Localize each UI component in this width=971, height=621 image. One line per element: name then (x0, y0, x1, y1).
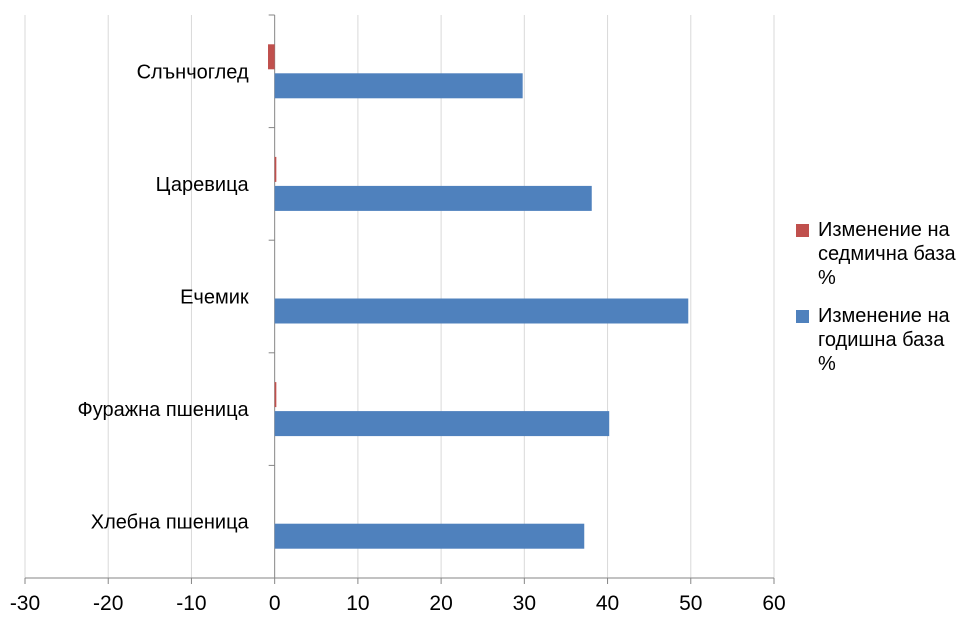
x-tick-label-7: 40 (596, 592, 619, 615)
legend-label-yearly-2: годишна база (818, 329, 945, 351)
legend-item-yearly: Изменение на годишна база % (796, 304, 966, 376)
category-label-0: Слънчоглед (137, 61, 249, 83)
x-tick-label-5: 20 (429, 592, 452, 615)
legend-swatch-weekly (796, 224, 809, 237)
bar-yearly-4 (274, 523, 585, 549)
legend: Изменение на седмична база % Изменение н… (796, 218, 966, 390)
category-label-4: Хлебна пшеница (91, 512, 250, 534)
x-tick-label-8: 50 (679, 592, 702, 615)
x-tick-label-3: 0 (269, 592, 281, 615)
legend-swatch-yearly (796, 310, 809, 323)
legend-label-weekly-1: Изменение на (818, 219, 950, 241)
bar-weekly-1 (274, 156, 277, 182)
category-label-1: Царевица (156, 174, 250, 196)
bar-yearly-0 (274, 73, 523, 99)
bar-yearly-2 (274, 298, 689, 324)
legend-label-weekly-2: седмична база (818, 243, 956, 265)
legend-item-weekly: Изменение на седмична база % (796, 218, 966, 290)
legend-label-yearly-1: Изменение на (818, 305, 950, 327)
x-tick-label-9: 60 (762, 592, 785, 615)
bar-weekly-3 (274, 382, 277, 408)
bar-weekly-0 (268, 44, 275, 70)
legend-label-weekly-3: % (818, 267, 836, 289)
x-tick-label-4: 10 (346, 592, 369, 615)
category-label-3: Фуражна пшеница (78, 399, 250, 421)
legend-label-yearly-3: % (818, 353, 836, 375)
x-tick-label-0: -30 (10, 592, 40, 615)
bar-yearly-3 (274, 411, 610, 437)
x-tick-label-1: -20 (93, 592, 123, 615)
bar-yearly-1 (274, 185, 592, 211)
x-tick-label-6: 30 (513, 592, 536, 615)
category-label-2: Ечемик (180, 287, 249, 309)
x-tick-label-2: -10 (176, 592, 206, 615)
